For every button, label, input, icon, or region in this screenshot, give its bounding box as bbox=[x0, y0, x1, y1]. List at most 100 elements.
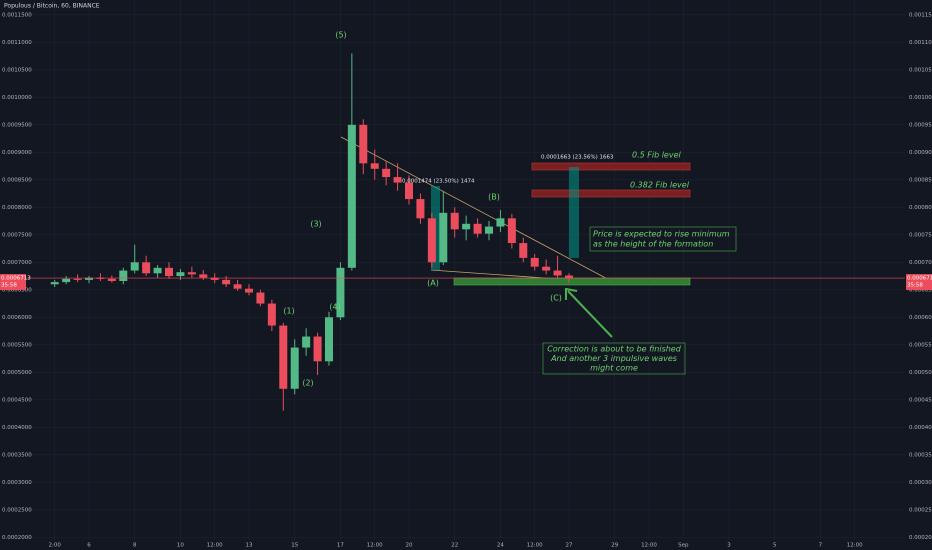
candle-body bbox=[473, 223, 482, 234]
y-tick-label: 0.0005500 bbox=[2, 342, 32, 348]
candle-body bbox=[416, 199, 425, 219]
candle-body bbox=[382, 168, 391, 178]
x-tick-label: 17 bbox=[337, 543, 344, 549]
candle-body bbox=[405, 182, 413, 200]
x-tick-label: 7 bbox=[819, 543, 823, 549]
note-text: Price is expected to rise minimum bbox=[593, 230, 730, 239]
y-tick-label: 0.0007500 bbox=[2, 232, 32, 238]
candle-body bbox=[245, 288, 253, 293]
wave-label: (B) bbox=[488, 193, 500, 202]
y-tick-label: 0.0009500 bbox=[909, 122, 932, 128]
y-tick-label: 0.0006500 bbox=[2, 287, 32, 293]
x-tick-label: 27 bbox=[566, 543, 573, 549]
x-tick-label: 10 bbox=[177, 543, 184, 549]
y-tick-label: 0.0003000 bbox=[2, 480, 32, 486]
candle-body bbox=[427, 218, 436, 263]
y-tick-label: 0.0008500 bbox=[909, 177, 932, 183]
candle-body bbox=[519, 243, 528, 258]
candles bbox=[50, 53, 573, 411]
y-tick-label: 0.0008500 bbox=[2, 177, 32, 183]
y-tick-label: 0.0010000 bbox=[909, 95, 932, 101]
y-tick-label: 0.0010000 bbox=[2, 95, 32, 101]
candle-body bbox=[267, 303, 276, 326]
note-text: Correction is about to be finished bbox=[547, 345, 682, 354]
candle-body bbox=[462, 223, 471, 230]
y-tick-label: 0.0006000 bbox=[2, 315, 32, 321]
candle-body bbox=[153, 267, 162, 274]
arrow-head bbox=[565, 287, 578, 300]
y-tick-label: 0.0004500 bbox=[2, 397, 32, 403]
x-tick-label: 13 bbox=[246, 543, 253, 549]
candle-body bbox=[530, 257, 539, 267]
y-tick-label: 0.0009000 bbox=[2, 150, 32, 156]
note-text: might come bbox=[590, 364, 638, 373]
candle-body bbox=[507, 218, 516, 244]
x-tick-label: Sep bbox=[678, 543, 689, 549]
x-tick-label: 6 bbox=[87, 543, 91, 549]
x-tick-label: 8 bbox=[133, 543, 137, 549]
candle-body bbox=[210, 277, 219, 280]
candle-body bbox=[85, 277, 93, 280]
fib-label: 0.382 Fib level bbox=[630, 181, 690, 190]
countdown: 35:58 bbox=[1, 283, 17, 289]
y-tick-label: 0.0003500 bbox=[2, 452, 32, 458]
arrow bbox=[567, 290, 613, 338]
candle-body bbox=[233, 284, 242, 289]
note-box bbox=[589, 226, 737, 252]
wave-label: (5) bbox=[335, 31, 346, 40]
candle-body bbox=[347, 124, 356, 268]
wave-label: (1) bbox=[283, 307, 294, 316]
candle-body bbox=[187, 272, 196, 275]
x-tick-label: 12:00 bbox=[641, 543, 657, 549]
y-tick-label: 0.0005000 bbox=[2, 370, 32, 376]
candle-body bbox=[50, 282, 59, 285]
y-tick-label: 0.0011000 bbox=[2, 40, 32, 46]
candle-body bbox=[222, 279, 231, 285]
candle-body bbox=[370, 163, 379, 169]
candle-body bbox=[553, 270, 562, 276]
candle-body bbox=[450, 212, 459, 230]
candle-body bbox=[542, 266, 551, 271]
candle-body bbox=[393, 177, 402, 183]
candle-body bbox=[279, 325, 288, 389]
fib-zone bbox=[531, 162, 691, 171]
y-tick-label: 0.0002500 bbox=[2, 507, 32, 513]
y-tick-label: 0.0003500 bbox=[909, 452, 932, 458]
fib-label: 0.5 Fib level bbox=[632, 151, 682, 160]
y-tick-label: 0.0011500 bbox=[909, 12, 932, 18]
x-tick-label: 12:00 bbox=[207, 543, 223, 549]
note-box bbox=[542, 342, 686, 375]
candle-body bbox=[62, 278, 71, 283]
y-tick-label: 0.0011000 bbox=[909, 40, 932, 46]
countdown: 35:58 bbox=[907, 283, 923, 289]
y-tick-label: 0.0010500 bbox=[909, 67, 932, 73]
candle-body bbox=[256, 292, 265, 304]
y-tick-label: 0.0002500 bbox=[909, 507, 932, 513]
candle-body bbox=[130, 262, 139, 271]
note-text: as the height of the formation bbox=[593, 240, 713, 249]
y-tick-label: 0.0008000 bbox=[909, 205, 932, 211]
x-tick-label: 2:00 bbox=[49, 543, 62, 549]
y-tick-label: 0.0009500 bbox=[2, 122, 32, 128]
candle-body bbox=[199, 274, 208, 278]
wave-label: (C) bbox=[550, 294, 562, 303]
candle-body bbox=[290, 347, 299, 389]
measurement-label: 0.0001663 (23.56%) 1663 bbox=[541, 155, 614, 161]
measure-box bbox=[569, 167, 579, 258]
candle-body bbox=[313, 336, 322, 362]
candle-body bbox=[336, 267, 345, 318]
y-tick-label: 0.0007000 bbox=[2, 260, 32, 266]
y-tick-label: 0.0007000 bbox=[909, 260, 932, 266]
y-tick-label: 0.0005500 bbox=[909, 342, 932, 348]
x-tick-label: 5 bbox=[773, 543, 777, 549]
x-tick-label: 15 bbox=[291, 543, 298, 549]
candle-body bbox=[359, 124, 368, 164]
candle-body bbox=[485, 226, 493, 234]
x-tick-label: 3 bbox=[727, 543, 731, 549]
x-tick-label: 22 bbox=[451, 543, 458, 549]
candle-body bbox=[565, 275, 573, 279]
y-tick-label: 0.0011500 bbox=[2, 12, 32, 18]
y-tick-label: 0.0008000 bbox=[2, 205, 32, 211]
last-price-tag bbox=[906, 274, 932, 291]
